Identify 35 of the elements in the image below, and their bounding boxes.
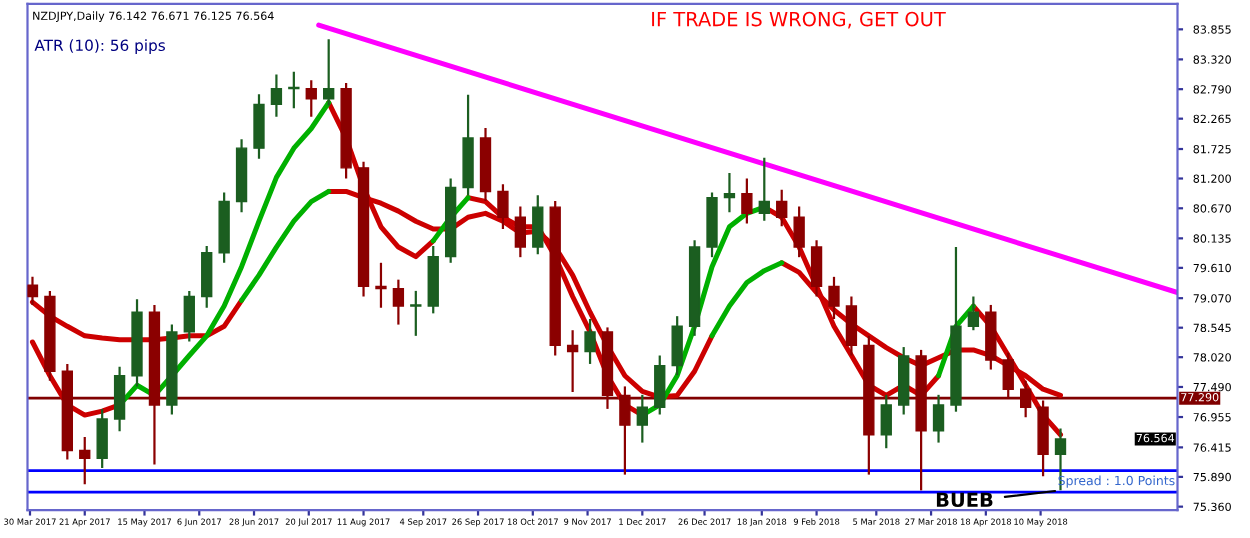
candlestick (985, 303, 997, 371)
candlestick (636, 393, 649, 444)
candlestick (270, 73, 283, 118)
candlestick (741, 177, 753, 225)
candlestick (810, 239, 823, 298)
candlestick (305, 79, 317, 118)
candlestick (201, 244, 213, 309)
candlestick (410, 289, 422, 337)
annotation: IF TRADE IS WRONG, GET OUT (652, 11, 946, 29)
candlestick (654, 354, 666, 416)
candlestick (79, 435, 91, 486)
candlestick (392, 278, 405, 326)
candlestick (323, 38, 335, 107)
candlestick (497, 183, 509, 231)
candlestick (723, 171, 736, 214)
candlestick (880, 393, 892, 450)
candlestick (113, 365, 126, 433)
candlestick (532, 194, 544, 256)
candlestick (375, 261, 387, 309)
candlestick (828, 275, 840, 321)
candlestick (932, 393, 945, 444)
candlestick (584, 317, 596, 366)
candlestick (566, 329, 579, 394)
candlestick (758, 156, 770, 222)
candlestick (96, 407, 108, 469)
candlestick (967, 295, 980, 332)
candlestick (27, 275, 39, 307)
candlestick (183, 289, 195, 343)
candlestick (253, 93, 265, 160)
candlestick (671, 315, 683, 377)
candlestick (514, 205, 527, 259)
candlestick (845, 295, 858, 357)
annotation: BUEB (936, 492, 993, 508)
candlestick (793, 205, 805, 259)
candlestick (776, 188, 788, 228)
